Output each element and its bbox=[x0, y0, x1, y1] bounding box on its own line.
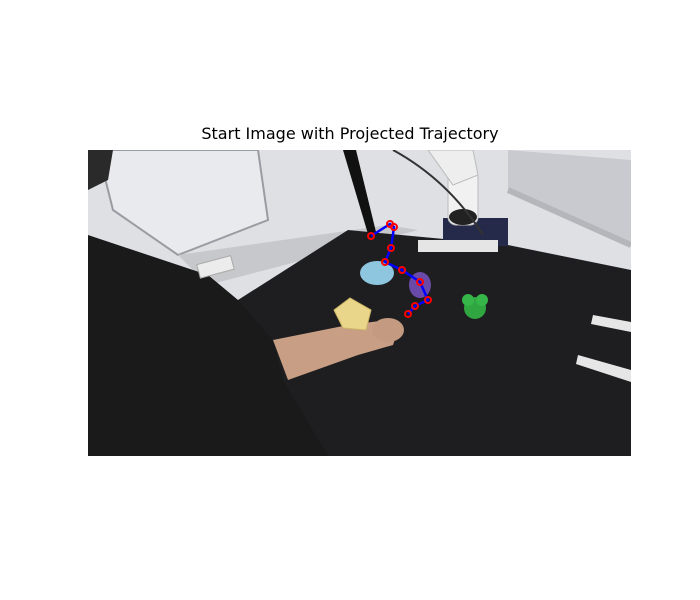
projected-trajectory bbox=[367, 220, 432, 318]
wall-outlet bbox=[196, 254, 235, 279]
green-block-icon bbox=[462, 294, 488, 319]
person-torso bbox=[88, 235, 328, 456]
person-hand bbox=[372, 318, 404, 342]
trajectory-point bbox=[390, 223, 398, 231]
scene-photo bbox=[88, 150, 631, 456]
trajectory-point bbox=[398, 266, 406, 274]
trajectory-point bbox=[416, 278, 424, 286]
whiteboard bbox=[96, 150, 270, 257]
trajectory-point bbox=[367, 232, 375, 240]
scene-svg bbox=[88, 150, 631, 456]
robot-upper-arm bbox=[427, 150, 479, 186]
trajectory-point bbox=[387, 244, 395, 252]
table bbox=[238, 230, 631, 456]
wall-panel bbox=[508, 150, 631, 245]
pole bbox=[343, 150, 376, 234]
figure-title: Start Image with Projected Trajectory bbox=[201, 124, 499, 143]
trajectory-point bbox=[381, 258, 389, 266]
tape-strip bbox=[591, 315, 631, 332]
robot-joint bbox=[449, 209, 477, 225]
yellow-box-icon bbox=[333, 297, 372, 331]
person-arm-icon bbox=[273, 320, 398, 380]
robot-plate bbox=[418, 240, 498, 252]
cable bbox=[392, 150, 484, 236]
trajectory-point bbox=[411, 302, 419, 310]
trajectory-point bbox=[424, 296, 432, 304]
person-head bbox=[88, 150, 113, 190]
bowl-icon bbox=[360, 261, 394, 285]
trajectory-point bbox=[404, 310, 412, 318]
wall-trim bbox=[506, 187, 631, 248]
tape-strip bbox=[576, 355, 631, 382]
